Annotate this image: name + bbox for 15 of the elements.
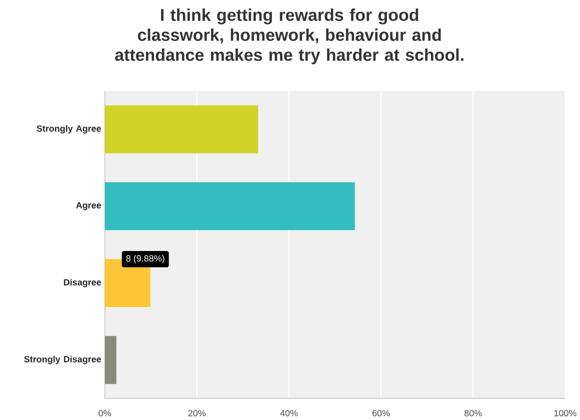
x-tick-label: 100% <box>554 410 576 416</box>
y-tick-label: Strongly Agree <box>36 124 102 134</box>
bar <box>104 336 116 384</box>
bar <box>104 182 355 230</box>
x-tick-label: 0% <box>98 410 112 416</box>
x-tick-label: 80% <box>464 410 482 416</box>
x-tick-label: 60% <box>372 410 390 416</box>
y-tick-label: Strongly Disagree <box>24 356 102 364</box>
chart-title: I think getting rewards for good classwork, homework, behaviour and attendance makes me try harder at school. <box>115 8 464 64</box>
x-tick-label: 40% <box>280 410 298 416</box>
y-tick-label: Disagree <box>64 278 102 288</box>
annotation: 8 (9.88%) <box>126 254 164 264</box>
bar <box>104 105 258 154</box>
x-tick-label: 20% <box>188 410 206 416</box>
y-tick-label: Agree <box>76 202 102 210</box>
